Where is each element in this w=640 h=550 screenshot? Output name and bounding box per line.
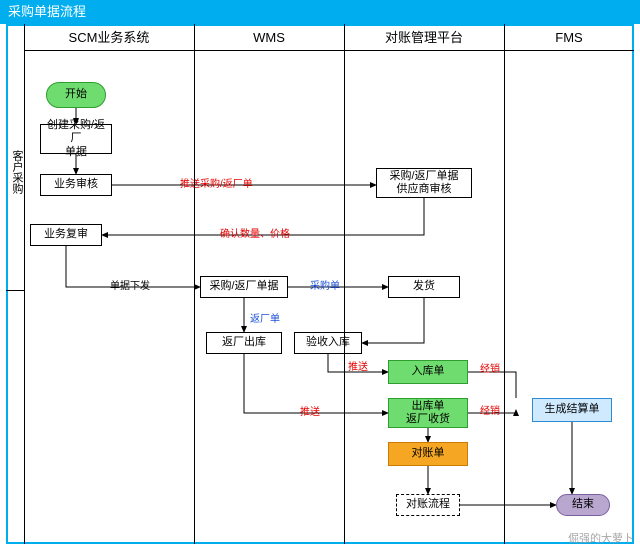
node-start: 开始: [46, 82, 106, 108]
node-outbound: 出库单返厂收货: [388, 398, 468, 428]
node-inbound: 入库单: [388, 360, 468, 384]
edge-label: 推送: [300, 403, 320, 418]
node-settle: 生成结算单: [532, 398, 612, 422]
node-end: 结束: [556, 494, 610, 516]
node-recon: 对账单: [388, 442, 468, 466]
title-text: 采购单据流程: [8, 4, 86, 19]
node-inspect: 验收入库: [294, 332, 362, 354]
lane-header-wms: WMS: [194, 26, 344, 50]
node-review1: 业务审核: [40, 174, 112, 196]
node-create: 创建采购/返厂单据: [40, 124, 112, 154]
lane-header-scm: SCM业务系统: [24, 26, 194, 50]
node-wmsdoc: 采购/返厂单据: [200, 276, 288, 298]
edge-label: 推送: [348, 358, 368, 373]
edge-label: 返厂单: [250, 310, 280, 325]
lane-header-fms: FMS: [504, 26, 634, 50]
lane-header-rec: 对账管理平台: [344, 26, 504, 50]
node-reconflow: 对账流程: [396, 494, 460, 516]
row-label-0: 客户采购: [9, 150, 25, 194]
flowchart-canvas: 采购单据流程 开始创建采购/返厂单据业务审核业务复审 采购/返厂单据供应商审核采购…: [0, 0, 640, 550]
edge-label: 推送采购/返厂单: [180, 175, 253, 190]
edge-label: 单据下发: [110, 277, 150, 292]
node-ship: 发货: [388, 276, 460, 298]
node-retout: 返厂出库: [206, 332, 282, 354]
edge-label: 经销: [480, 402, 500, 417]
edge-label: 确认数量、价格: [220, 225, 290, 240]
node-review2: 业务复审: [30, 224, 102, 246]
title-bar: 采购单据流程: [0, 0, 640, 24]
edge-label: 经销: [480, 360, 500, 375]
edge-label: 采购单: [310, 277, 340, 292]
node-supplier: 采购/返厂单据供应商审核: [376, 168, 472, 198]
watermark: 倔强的大萝卜: [568, 530, 634, 546]
